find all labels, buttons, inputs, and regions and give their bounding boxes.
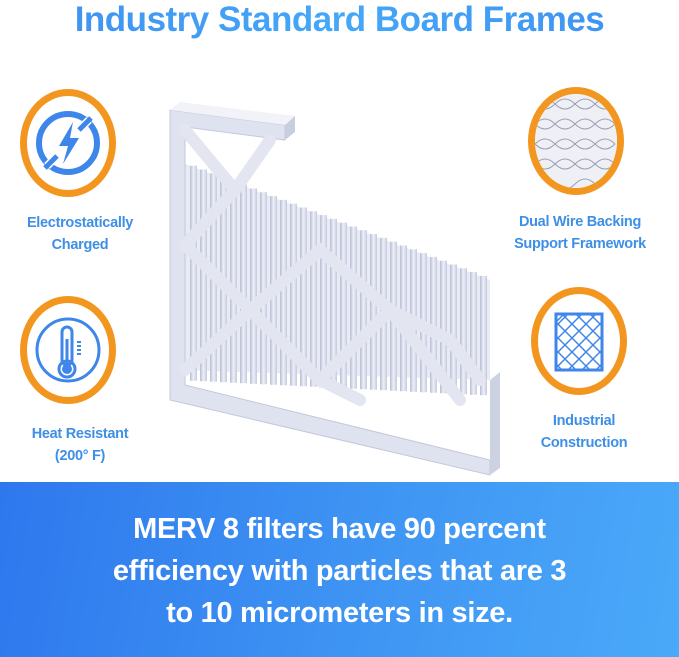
electrostatic-badge: [20, 89, 116, 197]
filter-pleat: [230, 180, 237, 383]
feature-label-line: (200° F): [54, 448, 106, 464]
feature-label-heat: Heat Resistant (200° F): [0, 423, 170, 467]
filter-pleat: [470, 272, 477, 395]
banner-line: MERV 8 filters have 90 percent: [133, 513, 546, 545]
filter-pleat: [460, 268, 467, 395]
filter-pleat: [250, 188, 257, 384]
filter-pleat: [350, 226, 357, 389]
heat-resistant-badge: [20, 296, 116, 404]
banner-text: MERV 8 filters have 90 percent efficienc…: [0, 508, 679, 634]
filter-pleat: [240, 184, 247, 384]
filter-pleat: [190, 165, 197, 381]
feature-label-line: Industrial: [552, 413, 616, 429]
merv-info-banner: MERV 8 filters have 90 percent efficienc…: [0, 482, 679, 657]
filter-pleat: [340, 222, 347, 389]
banner-line: to 10 micrometers in size.: [166, 597, 513, 629]
filter-pleat: [480, 275, 487, 396]
feature-label-electrostatic: Electrostatically Charged: [0, 212, 170, 256]
grid-frame-icon: [554, 312, 604, 372]
filter-pleat: [450, 264, 457, 394]
electrostatic-bolt-icon: [36, 111, 100, 175]
filter-pleat: [280, 199, 287, 386]
filter-pleat: [200, 169, 207, 382]
banner-line: efficiency with particles that are 3: [112, 555, 567, 587]
feature-label-line: Charged: [51, 237, 109, 253]
wire-backing-badge: [528, 87, 624, 195]
feature-label-wire: Dual Wire Backing Support Framework: [490, 211, 670, 255]
filter-pleat: [360, 230, 367, 390]
filter-pleat: [330, 218, 337, 388]
thermometer-icon: [35, 317, 101, 383]
industrial-construction-badge: [531, 287, 627, 395]
filter-pleat: [370, 234, 377, 390]
filter-pleat: [260, 192, 267, 385]
filter-pleat: [300, 207, 307, 387]
feature-label-line: Dual Wire Backing: [518, 214, 642, 230]
wire-mesh-icon: [535, 94, 617, 188]
filter-pleat: [430, 256, 437, 393]
feature-label-line: Electrostatically: [26, 215, 134, 231]
feature-label-industrial: Industrial Construction: [494, 410, 674, 454]
filter-pleat: [440, 260, 447, 394]
filter-pleat: [310, 211, 317, 387]
feature-label-line: Support Framework: [514, 236, 646, 252]
feature-label-line: Construction: [540, 435, 628, 451]
filter-pleat: [290, 203, 297, 386]
air-filter-illustration: [169, 102, 500, 476]
feature-label-line: Heat Resistant: [31, 426, 129, 442]
page-title: Industry Standard Board Frames: [0, 0, 679, 40]
filter-pleat: [320, 215, 327, 388]
